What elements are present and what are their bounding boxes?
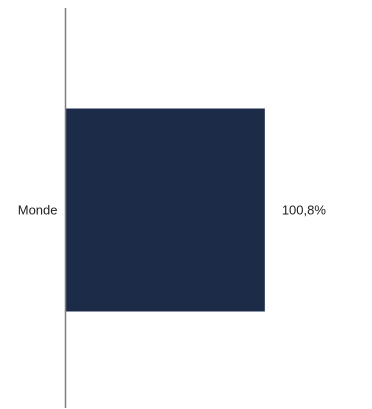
category-label: Monde [18, 203, 58, 218]
bars-group [65, 108, 265, 312]
bar-monde [65, 108, 265, 312]
data-label: 100,8% [282, 203, 327, 218]
labels-group: Monde 100,8% [18, 203, 327, 218]
